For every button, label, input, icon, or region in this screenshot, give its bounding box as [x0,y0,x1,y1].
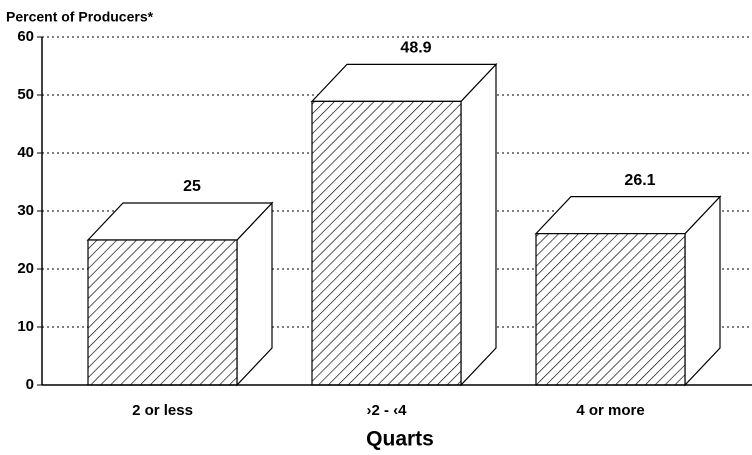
value-label: 26.1 [624,172,655,189]
y-tick-label: 60 [17,28,34,45]
value-label: 25 [183,178,201,195]
x-tick-label: ›2 - ‹4 [366,402,407,419]
bar-side [460,62,497,387]
x-tick-label: 2 or less [132,402,193,419]
y-tick-label: 0 [26,376,34,393]
bar [535,233,686,386]
bar [87,239,238,386]
y-tick-label: 50 [17,86,34,103]
x-axis-title: Quarts [366,428,434,451]
bar [311,100,462,386]
y-tick-label: 20 [17,260,34,277]
y-tick-label: 30 [17,202,34,219]
value-label: 48.9 [400,40,431,57]
y-tick-label: 40 [17,144,34,161]
x-tick-label: 4 or more [576,402,644,419]
y-tick-label: 10 [17,318,34,335]
y-axis-title: Percent of Producers* [6,9,154,25]
